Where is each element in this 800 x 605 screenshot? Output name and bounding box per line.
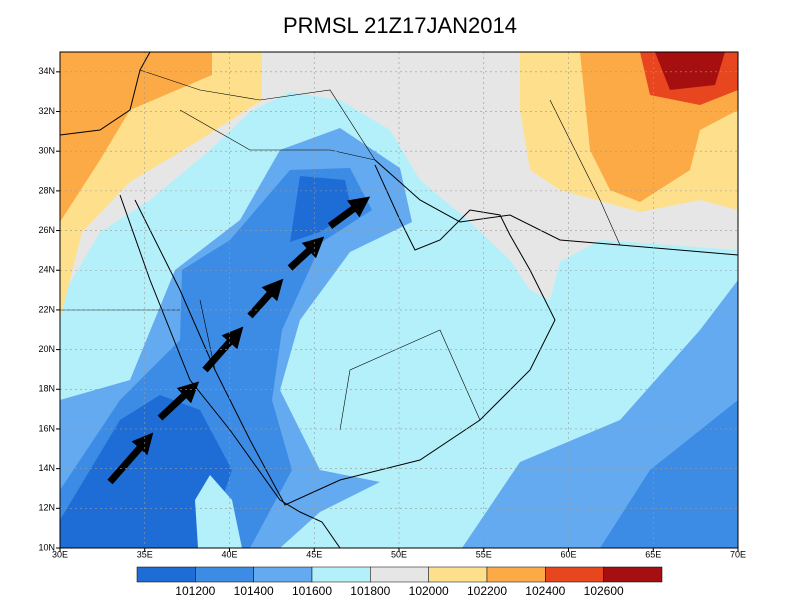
flow-arrow	[202, 326, 244, 373]
pressure-field	[60, 52, 738, 548]
coastline-arabia	[134, 164, 556, 506]
political-borders	[60, 69, 621, 431]
colorbar-swatch	[311, 566, 371, 583]
colorbar-label: 101600	[292, 584, 332, 598]
y-tick-label: 10N	[38, 542, 55, 552]
colorbar-label: 102200	[467, 584, 507, 598]
x-tick-label: 60E	[560, 549, 576, 559]
coastline-med	[60, 52, 151, 136]
y-tick-label: 24N	[38, 265, 55, 275]
contour-se-101400	[600, 400, 738, 548]
contour-ne-max	[655, 52, 725, 90]
flow-arrow	[157, 381, 200, 421]
wind-arrows	[107, 196, 371, 485]
x-tick-label: 65E	[645, 549, 661, 559]
contour-nw-102400	[60, 52, 212, 222]
colorbar-label: 102000	[409, 584, 449, 598]
y-tick-label: 14N	[38, 463, 55, 473]
colorbar-label: 102400	[525, 584, 565, 598]
y-tick-label: 30N	[38, 146, 55, 156]
colorbar-swatch	[253, 566, 313, 583]
flow-arrow	[107, 432, 154, 485]
x-tick-label: 40E	[221, 549, 237, 559]
colorbar-swatch	[486, 566, 546, 583]
x-tick-label: 70E	[730, 549, 746, 559]
x-tick-label: 55E	[476, 549, 492, 559]
y-tick-label: 12N	[38, 503, 55, 513]
colorbar-swatch	[136, 566, 196, 583]
x-tick-label: 35E	[137, 549, 153, 559]
y-tick-label: 26N	[38, 225, 55, 235]
colorbar-swatch	[545, 566, 604, 583]
map-title: PRMSL 21Z17JAN2014	[283, 13, 517, 38]
axes: 30E 35E 40E 45E 50E 55E 60E 65E 70E 10N 12N 14N 16N 1…	[38, 66, 746, 559]
y-tick-label: 20N	[38, 344, 55, 354]
flow-arrow	[247, 278, 284, 319]
flow-arrow	[287, 236, 325, 271]
coastline-africa	[119, 194, 341, 548]
colorbar-label: 101200	[175, 584, 215, 598]
y-tick-label: 32N	[38, 106, 55, 116]
x-tick-label: 45E	[306, 549, 322, 559]
colorbar-label: 102600	[584, 584, 624, 598]
colorbar-swatch	[195, 566, 254, 583]
colorbar-label: 101800	[350, 584, 390, 598]
x-tick-label: 50E	[391, 549, 407, 559]
colorbar-swatch	[603, 566, 663, 583]
colorbar-swatch	[370, 566, 429, 583]
y-tick-label: 18N	[38, 384, 55, 394]
flow-arrow	[327, 196, 371, 229]
contour-hole	[195, 475, 242, 548]
x-tick-label: 30E	[52, 549, 68, 559]
graticule	[60, 52, 738, 548]
colorbar: 101200 101400 101600 101800 102000 102200 1024…	[136, 566, 663, 598]
y-tick-label: 28N	[38, 185, 55, 195]
y-tick-label: 22N	[38, 304, 55, 314]
colorbar-label: 101400	[234, 584, 274, 598]
y-tick-label: 16N	[38, 423, 55, 433]
colorbar-swatch	[428, 566, 488, 583]
y-tick-label: 34N	[38, 66, 55, 76]
